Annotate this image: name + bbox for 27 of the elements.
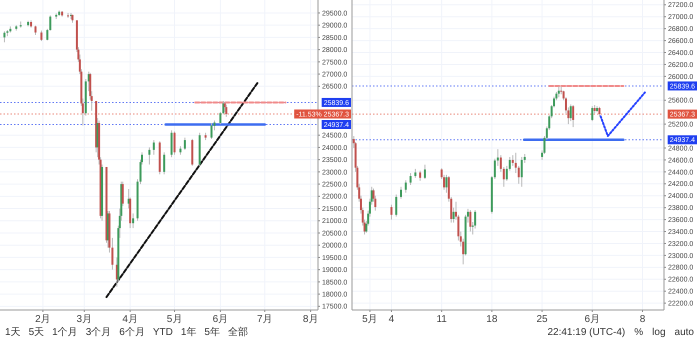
x-tick-label: 5月 (166, 314, 182, 325)
text: 3个月 (86, 326, 112, 338)
text: 1年 (180, 326, 196, 338)
text: 22:41:19 (UTC-4) (547, 327, 626, 338)
text: 5年 (204, 326, 220, 338)
text: YTD (152, 327, 173, 338)
x-tick-label: 18 (486, 314, 498, 325)
x-tick-label: 8月 (302, 314, 318, 325)
text: 5天 (28, 327, 44, 338)
x-tick-label: 2月 (35, 314, 51, 325)
x-tick-label: 11 (436, 314, 448, 325)
x-tick-label: 4月 (122, 314, 138, 325)
text: auto (674, 327, 694, 338)
x-tick-label: 25 (536, 314, 548, 325)
text: % (634, 327, 644, 338)
text: 1天 (5, 327, 21, 338)
x-tick-label: 3月 (76, 314, 92, 325)
x-tick-label: 6月 (584, 314, 600, 325)
x-tick-label: 6月 (212, 314, 228, 325)
text: 1个月 (52, 326, 78, 338)
text: 6个月 (119, 326, 145, 338)
text: log (652, 327, 666, 338)
text: 全部 (228, 326, 248, 338)
x-tick-label: 5月 (362, 314, 378, 325)
x-tick-label: 8 (640, 314, 646, 325)
x-tick-label: 4 (388, 314, 395, 325)
x-tick-label: 7月 (256, 314, 273, 325)
